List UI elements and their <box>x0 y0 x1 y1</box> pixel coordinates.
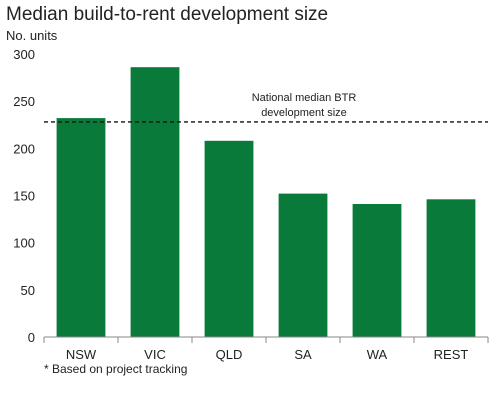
x-tick-label: WA <box>367 347 388 362</box>
y-tick-label: 100 <box>13 236 35 251</box>
x-tick-label: REST <box>434 347 469 362</box>
y-tick-label: 150 <box>13 189 35 204</box>
y-tick-label: 0 <box>28 330 35 345</box>
y-axis-ticks: 0 50 100 150 200 250 300 <box>13 47 35 345</box>
x-axis: NSW VIC QLD SA WA REST <box>43 336 489 362</box>
y-tick-label: 300 <box>13 47 35 62</box>
reference-line-group: National median BTR development size <box>44 92 488 123</box>
chart-title: Median build-to-rent development size <box>6 4 329 25</box>
reference-line-label: National median BTR <box>252 92 357 104</box>
y-axis-label: No. units <box>6 28 58 43</box>
x-tick-label: NSW <box>66 347 97 362</box>
bar-qld <box>204 140 254 337</box>
y-tick-label: 50 <box>21 283 35 298</box>
y-tick-label: 200 <box>13 141 35 156</box>
y-tick-label: 250 <box>13 94 35 109</box>
reference-line-label: development size <box>261 107 347 119</box>
bar-sa <box>278 193 328 337</box>
x-tick-label: QLD <box>216 347 243 362</box>
bar-wa <box>352 204 402 337</box>
bar-rest <box>426 199 476 337</box>
footnote: * Based on project tracking <box>44 362 188 376</box>
bars <box>56 67 476 337</box>
x-tick-label: SA <box>294 347 312 362</box>
x-tick-label: VIC <box>144 347 166 362</box>
bar-vic <box>130 67 180 337</box>
bar-nsw <box>56 118 106 337</box>
